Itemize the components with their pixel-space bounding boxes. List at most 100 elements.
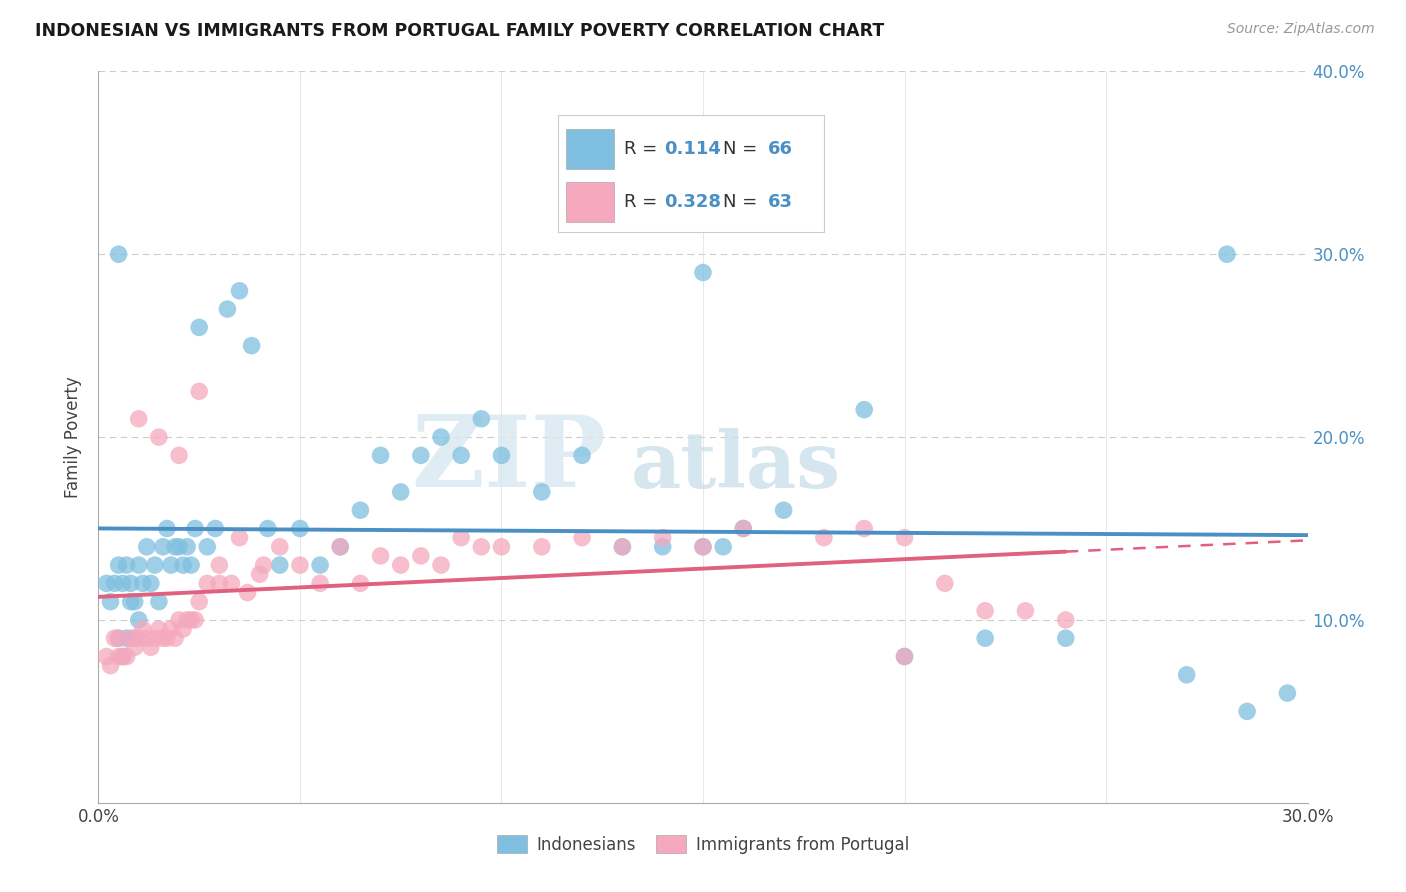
Point — [163, 632, 186, 646]
Point — [733, 521, 755, 535]
Point — [450, 531, 472, 545]
Point — [692, 266, 714, 280]
Point — [188, 320, 211, 334]
Point — [160, 558, 183, 573]
Y-axis label: Family Poverty: Family Poverty — [65, 376, 83, 498]
Point — [491, 448, 513, 462]
Point — [612, 540, 634, 554]
Point — [309, 558, 332, 573]
Point — [180, 558, 202, 573]
Point — [188, 384, 211, 399]
Point — [167, 540, 190, 554]
Point — [120, 576, 142, 591]
Point — [107, 649, 129, 664]
Point — [115, 649, 138, 664]
Point — [389, 558, 412, 573]
Point — [221, 576, 243, 591]
Point — [893, 649, 915, 664]
Point — [236, 585, 259, 599]
Point — [204, 521, 226, 535]
Point — [103, 632, 125, 646]
Point — [288, 521, 311, 535]
Point — [733, 521, 755, 535]
Point — [128, 412, 150, 426]
Point — [571, 531, 593, 545]
Point — [96, 649, 118, 664]
Point — [530, 485, 553, 500]
Point — [115, 632, 138, 646]
Point — [208, 558, 231, 573]
Point — [249, 567, 271, 582]
Point — [934, 576, 956, 591]
Point — [651, 531, 673, 545]
Point — [409, 448, 432, 462]
Point — [139, 640, 162, 655]
Point — [167, 613, 190, 627]
Point — [128, 613, 150, 627]
Point — [167, 448, 190, 462]
Point — [111, 649, 134, 664]
Point — [893, 531, 915, 545]
Point — [893, 649, 915, 664]
Point — [100, 658, 122, 673]
Point — [1175, 667, 1198, 681]
Point — [143, 558, 166, 573]
Point — [370, 549, 392, 563]
Point — [256, 521, 278, 535]
Point — [974, 604, 997, 618]
Point — [470, 540, 492, 554]
Point — [228, 531, 250, 545]
Point — [152, 632, 174, 646]
Point — [450, 448, 472, 462]
Point — [139, 576, 162, 591]
Point — [135, 632, 157, 646]
Point — [107, 247, 129, 261]
Point — [288, 558, 311, 573]
Point — [329, 540, 352, 554]
Text: ZIP: ZIP — [412, 410, 606, 508]
Point — [180, 613, 202, 627]
Point — [470, 412, 492, 426]
Point — [176, 540, 198, 554]
Point — [491, 540, 513, 554]
Point — [107, 632, 129, 646]
Point — [329, 540, 352, 554]
Point — [148, 594, 170, 608]
Point — [184, 613, 207, 627]
Point — [853, 402, 876, 417]
Point — [1216, 247, 1239, 261]
Point — [692, 540, 714, 554]
Text: INDONESIAN VS IMMIGRANTS FROM PORTUGAL FAMILY POVERTY CORRELATION CHART: INDONESIAN VS IMMIGRANTS FROM PORTUGAL F… — [35, 22, 884, 40]
Point — [128, 632, 150, 646]
Point — [148, 622, 170, 636]
Text: atlas: atlas — [630, 428, 841, 504]
Point — [651, 540, 673, 554]
Point — [120, 632, 142, 646]
Point — [269, 540, 291, 554]
Point — [184, 521, 207, 535]
Point — [349, 503, 371, 517]
Point — [115, 558, 138, 573]
Point — [143, 632, 166, 646]
Point — [132, 622, 155, 636]
Point — [195, 576, 218, 591]
Point — [228, 284, 250, 298]
Point — [195, 540, 218, 554]
Point — [772, 503, 794, 517]
Point — [813, 531, 835, 545]
Point — [135, 540, 157, 554]
Point — [530, 540, 553, 554]
Point — [176, 613, 198, 627]
Point — [111, 576, 134, 591]
Point — [692, 540, 714, 554]
Point — [240, 338, 263, 352]
Point — [974, 632, 997, 646]
Point — [124, 640, 146, 655]
Point — [430, 430, 453, 444]
Point — [152, 540, 174, 554]
Point — [430, 558, 453, 573]
Point — [349, 576, 371, 591]
Point — [156, 521, 179, 535]
Point — [124, 594, 146, 608]
Point — [163, 540, 186, 554]
